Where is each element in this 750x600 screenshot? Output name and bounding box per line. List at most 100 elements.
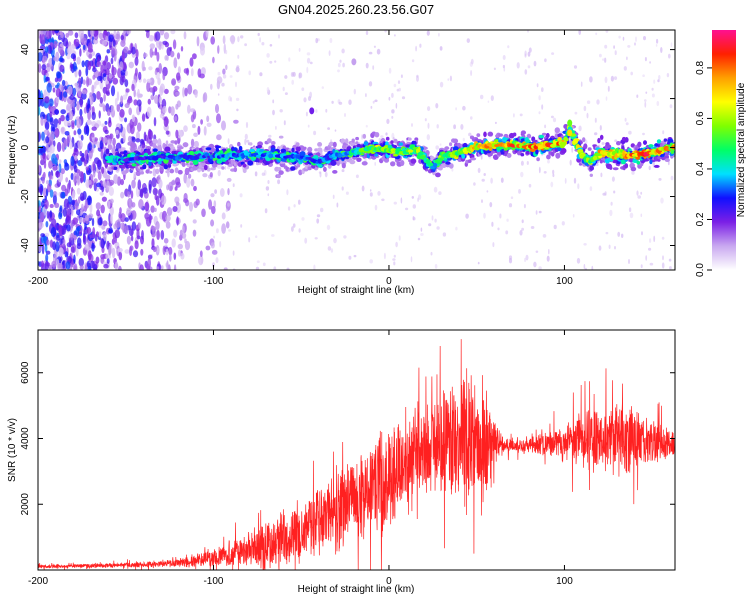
spectrogram-noise-blob [227, 202, 230, 207]
spectrogram-noise [38, 30, 674, 270]
spectrogram-noise-blob [38, 105, 41, 116]
spectrogram-noise-blob [58, 159, 62, 164]
spectrogram-noise-blob [159, 30, 165, 36]
spectrogram-noise-blob [438, 32, 440, 37]
spectrogram-ridge-blob [535, 149, 539, 155]
spectrogram-noise-blob [272, 109, 275, 116]
spectrogram-noise-blob [55, 171, 61, 178]
spectrogram-ridge-blob [249, 148, 255, 153]
spectrogram-noise-blob [365, 93, 367, 98]
spectrogram-noise-blob [145, 217, 152, 227]
spectrogram-noise-blob [239, 193, 243, 198]
spectrogram-noise-blob [551, 52, 555, 55]
spectrogram-noise-blob [148, 35, 155, 42]
spectrogram-noise-blob [89, 30, 95, 36]
spectrogram-noise-blob [92, 74, 96, 80]
spectrogram-ridge-blob [356, 143, 361, 148]
spectrogram-noise-blob [141, 230, 144, 240]
spectrogram-ridge-blob [181, 162, 186, 167]
spectrogram-noise-blob [96, 209, 101, 217]
spectrogram-noise-blob [91, 126, 97, 131]
spectrogram-noise-blob [163, 32, 170, 40]
spectrogram-noise-blob [613, 76, 618, 80]
spectrogram-noise-blob [134, 240, 139, 250]
spectrogram-noise-blob [439, 46, 443, 51]
spectrogram-noise-blob [541, 87, 544, 92]
spectrogram-noise-blob [594, 132, 598, 136]
spectrogram-noise-blob [124, 217, 129, 222]
spectrogram-noise-blob [398, 235, 401, 241]
spectrogram-noise-blob [116, 91, 120, 102]
spectrogram-ridge-blob [355, 141, 359, 145]
spectrogram-noise-blob [248, 70, 251, 76]
spectrogram-noise-blob [114, 229, 121, 239]
spectrogram-noise-blob [76, 225, 81, 232]
spectrogram-noise-blob [62, 207, 67, 217]
spectrogram-noise-blob [332, 194, 335, 199]
spectrogram-noise-blob [175, 181, 181, 188]
spectrogram-noise-blob [428, 223, 432, 227]
spectrogram-noise-blob [40, 159, 45, 166]
spectrogram-noise-blob [542, 234, 547, 238]
spectrogram-noise-blob [112, 137, 116, 146]
spectrogram-noise-blob [119, 108, 125, 118]
spectrogram-ridge-blob [210, 167, 217, 171]
spectrogram-noise-blob [128, 198, 132, 207]
spectrogram-noise-blob [427, 106, 431, 112]
spectrogram-noise-blob [53, 40, 58, 49]
spectrogram-noise-blob [635, 36, 637, 42]
spectrogram-noise-blob [447, 78, 450, 81]
spectrogram-ridge-blob [349, 159, 356, 165]
spectrogram-noise-blob [668, 53, 671, 59]
spectrogram-ridge-core [255, 154, 261, 158]
spectrogram-noise-blob [110, 57, 114, 65]
spectrogram-noise-blob [237, 54, 240, 59]
spectrogram-noise-blob [124, 103, 130, 109]
spectrogram-noise-blob [44, 46, 49, 53]
spectrogram-noise-blob [106, 49, 111, 54]
spectrogram-ridge-blob [198, 164, 203, 170]
spectrogram-noise-blob [520, 171, 524, 178]
spectrogram-noise-blob [169, 253, 172, 262]
spectrogram-noise-blob [462, 105, 466, 111]
spectrogram-noise-blob [605, 30, 609, 33]
spectrogram-noise-blob [77, 128, 82, 135]
spectrogram-noise-blob [374, 161, 377, 166]
spectrogram-noise-blob [137, 88, 140, 99]
spectrogram-noise-blob [621, 233, 624, 238]
spectrogram-noise-blob [137, 179, 142, 190]
spectrogram-noise-blob [154, 194, 158, 201]
spectrogram-noise-blob [666, 73, 670, 78]
spectrogram-noise-blob [98, 32, 104, 40]
spectrogram-noise-blob [92, 51, 95, 56]
spectrogram-noise-blob [122, 94, 127, 100]
spectrogram-noise-blob [46, 210, 50, 219]
spectrogram-noise-blob [544, 124, 547, 129]
spectrogram-ridge-core [575, 144, 580, 148]
spectrogram-ridge-blob [182, 142, 189, 148]
spectrogram-noise-blob [661, 262, 665, 269]
spectrogram-noise-blob [120, 191, 125, 199]
spectrogram-noise-blob [510, 196, 514, 199]
spectrogram-ridge-blob [266, 138, 272, 144]
spectrogram-noise-blob [477, 167, 481, 173]
spectrogram-noise-blob [130, 124, 135, 135]
spectrogram-noise-blob [227, 188, 230, 196]
spectrogram-ridge-blob [363, 141, 369, 146]
spectrogram-ridge-blob [290, 166, 296, 171]
spectrogram-noise-blob [219, 188, 225, 197]
spectrogram-noise-blob [139, 138, 145, 144]
spectrogram-noise-blob [95, 80, 100, 86]
spectrogram-noise-blob [470, 116, 473, 120]
spectrogram-ridge-blob [165, 170, 170, 174]
spectrogram-noise-blob [513, 113, 515, 118]
spectrogram-noise-blob [481, 178, 485, 182]
spectrogram-noise-blob [527, 51, 531, 57]
spectrogram-noise-blob [365, 62, 369, 69]
spectrogram-noise-blob [81, 89, 87, 95]
x-tick-label: 0 [386, 276, 392, 287]
spectrogram-ridge-blob [317, 142, 323, 147]
spectrogram-noise-blob [493, 67, 496, 71]
spectrogram-noise-blob [410, 256, 413, 263]
